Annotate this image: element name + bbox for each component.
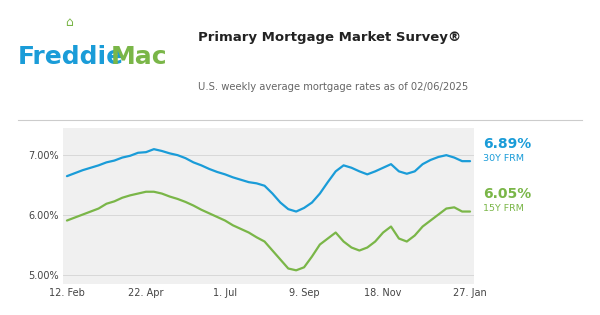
Text: Mac: Mac (111, 45, 167, 69)
Text: U.S. weekly average mortgage rates as of 02/06/2025: U.S. weekly average mortgage rates as of… (198, 82, 468, 92)
Text: Primary Mortgage Market Survey®: Primary Mortgage Market Survey® (198, 32, 461, 44)
Text: 30Y FRM: 30Y FRM (483, 153, 524, 163)
Text: 15Y FRM: 15Y FRM (483, 204, 524, 213)
Text: Freddie: Freddie (18, 45, 124, 69)
Text: 6.89%: 6.89% (483, 137, 531, 151)
Text: 6.05%: 6.05% (483, 187, 531, 201)
Text: ⌂: ⌂ (65, 16, 73, 29)
